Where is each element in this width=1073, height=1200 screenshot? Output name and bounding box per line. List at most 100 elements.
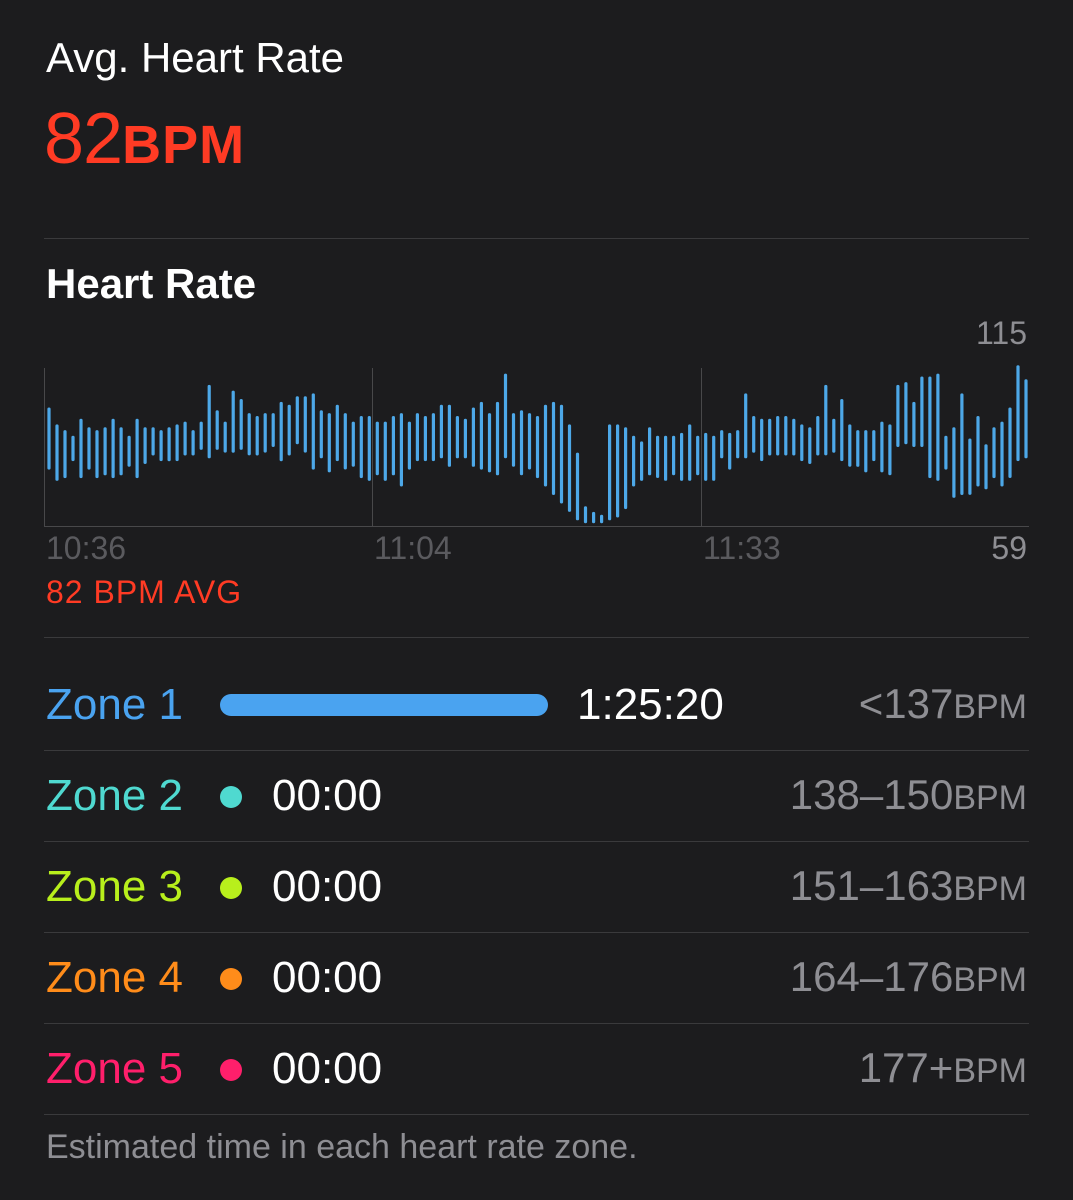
heart-rate-bar bbox=[912, 401, 916, 447]
heart-rate-bar bbox=[720, 430, 724, 459]
zone-row: Zone 3 00:00 151–163BPM bbox=[0, 842, 1073, 932]
zone-range-unit: BPM bbox=[953, 688, 1027, 726]
heart-rate-bar bbox=[624, 427, 628, 510]
heart-rate-bar bbox=[327, 413, 331, 473]
avg-heart-rate-unit: BPM bbox=[122, 115, 246, 175]
zone-range-value: 151–163 bbox=[789, 862, 954, 909]
zone-range: 177+BPM bbox=[859, 1044, 1027, 1092]
heart-rate-bar bbox=[575, 452, 580, 521]
heart-rate-bar bbox=[672, 435, 676, 476]
heart-rate-bar bbox=[559, 404, 564, 504]
heart-rate-bar bbox=[447, 404, 451, 467]
zone-row: Zone 2 00:00 138–150BPM bbox=[0, 751, 1073, 841]
heart-rate-bar bbox=[399, 413, 403, 487]
zone-range: 151–163BPM bbox=[790, 862, 1027, 910]
heart-rate-bar bbox=[431, 413, 435, 462]
heart-rate-bar bbox=[335, 404, 339, 462]
heart-rate-bar bbox=[768, 418, 772, 456]
heart-rate-bar bbox=[1016, 365, 1020, 462]
heart-rate-bar bbox=[760, 418, 764, 462]
avg-heart-rate-label: Avg. Heart Rate bbox=[46, 34, 345, 81]
y-max-label: 115 bbox=[975, 315, 1027, 351]
heart-rate-bar bbox=[616, 424, 620, 518]
heart-rate-bar bbox=[736, 430, 740, 459]
zone-range-value: 177+ bbox=[858, 1044, 954, 1091]
heart-rate-bar bbox=[704, 432, 708, 481]
zone-name: Zone 4 bbox=[46, 953, 183, 1002]
zone-range: <137BPM bbox=[859, 680, 1027, 728]
heart-rate-bar bbox=[47, 407, 51, 470]
heart-rate-bar bbox=[543, 404, 548, 487]
heart-rate-bar bbox=[688, 424, 692, 481]
zone-range-unit: BPM bbox=[953, 870, 1027, 908]
heart-rate-bar bbox=[479, 401, 483, 470]
heart-rate-bar bbox=[303, 396, 307, 453]
zone-range: 164–176BPM bbox=[790, 953, 1027, 1001]
heart-rate-bar bbox=[656, 435, 660, 478]
heart-rate-bar bbox=[928, 376, 932, 479]
heart-rate-bar bbox=[375, 421, 379, 476]
zone-row: Zone 5 00:00 177+BPM bbox=[0, 1024, 1073, 1114]
heart-rate-bar bbox=[423, 416, 427, 462]
zone-name: Zone 5 bbox=[46, 1044, 183, 1093]
heart-rate-bar bbox=[255, 416, 259, 456]
heart-rate-bar bbox=[175, 424, 179, 462]
heart-rate-bar bbox=[535, 416, 540, 479]
zone-dot bbox=[220, 1059, 242, 1081]
heart-rate-bar bbox=[592, 511, 596, 524]
heart-rate-bar bbox=[103, 427, 107, 476]
heart-rate-bar bbox=[87, 427, 91, 470]
heart-rate-bar bbox=[784, 416, 788, 456]
heart-rate-bar bbox=[351, 421, 355, 467]
divider bbox=[44, 750, 1029, 751]
heart-rate-bar bbox=[407, 421, 411, 470]
heart-rate-bar bbox=[583, 506, 588, 524]
heart-rate-bar bbox=[159, 430, 163, 462]
zone-range-unit: BPM bbox=[953, 1052, 1027, 1090]
footnote: Estimated time in each heart rate zone. bbox=[46, 1128, 638, 1166]
heart-rate-bar bbox=[127, 435, 131, 467]
heart-rate-bar bbox=[744, 393, 748, 459]
heart-rate-bar bbox=[71, 435, 75, 462]
heart-rate-bar bbox=[856, 430, 860, 467]
heart-rate-bar bbox=[143, 427, 147, 464]
heart-rate-bar bbox=[359, 416, 363, 479]
zone-dot bbox=[220, 968, 242, 990]
heart-rate-bar bbox=[1024, 379, 1028, 459]
heart-rate-bar bbox=[752, 416, 756, 453]
heart-rate-bar bbox=[191, 430, 195, 456]
zone-range-unit: BPM bbox=[953, 961, 1027, 999]
divider bbox=[44, 1114, 1029, 1115]
avg-bpm-caption: 82 BPM AVG bbox=[46, 574, 243, 610]
heart-rate-bar bbox=[95, 430, 99, 479]
zone-row: Zone 4 00:00 164–176BPM bbox=[0, 933, 1073, 1023]
heart-rate-bar bbox=[640, 441, 644, 481]
heart-rate-bar bbox=[471, 407, 475, 467]
heart-rate-bar bbox=[119, 427, 123, 476]
heart-rate-bar bbox=[800, 424, 804, 462]
zone-name: Zone 2 bbox=[46, 771, 183, 820]
heart-rate-bar bbox=[872, 430, 876, 462]
heart-rate-bar bbox=[776, 416, 780, 456]
heart-rate-bar bbox=[239, 399, 243, 450]
heart-rate-bar bbox=[391, 416, 395, 476]
heart-rate-bar bbox=[511, 413, 516, 467]
heart-rate-bar bbox=[151, 427, 155, 456]
heart-rate-bar bbox=[287, 404, 291, 456]
zone-range-value: 138–150 bbox=[789, 771, 954, 818]
heart-rate-bar bbox=[880, 421, 884, 473]
heart-rate-bar bbox=[263, 413, 267, 453]
heart-rate-bar bbox=[519, 410, 524, 476]
zone-time: 00:00 bbox=[272, 771, 383, 820]
zone-dot bbox=[220, 877, 242, 899]
heart-rate-bar bbox=[79, 418, 83, 479]
heart-rate-bar bbox=[487, 413, 492, 473]
x-tick-label: 11:04 bbox=[374, 530, 452, 566]
heart-rate-bar bbox=[984, 444, 988, 490]
heart-rate-bar bbox=[848, 424, 852, 467]
heart-rate-bar bbox=[439, 404, 443, 459]
zone-time-bar bbox=[220, 694, 548, 716]
heart-rate-bar bbox=[680, 432, 684, 481]
heart-rate-bar bbox=[271, 413, 275, 447]
zone-name: Zone 1 bbox=[46, 680, 183, 729]
